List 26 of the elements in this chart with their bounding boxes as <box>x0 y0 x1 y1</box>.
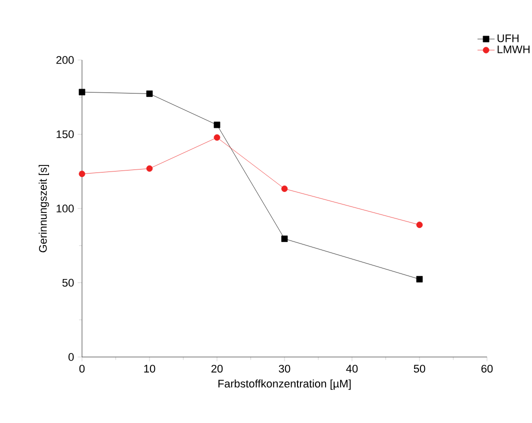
y-tick-label: 0 <box>68 353 74 361</box>
point <box>416 222 423 228</box>
x-tick-label: 50 <box>414 364 426 373</box>
y-tick-label: 100 <box>56 204 74 212</box>
point <box>214 134 220 141</box>
y-tick-label: 50 <box>62 278 74 287</box>
legend-label: LMWH <box>498 46 530 54</box>
point <box>281 186 288 192</box>
point <box>214 122 220 128</box>
x-tick-label: 60 <box>481 364 493 373</box>
x-tick-label: 40 <box>346 364 358 373</box>
point <box>78 170 86 178</box>
point <box>416 276 423 282</box>
x-tick-label: 10 <box>144 364 156 373</box>
y-axis-title: Gerinnungszeit [s] <box>38 164 49 252</box>
point <box>146 165 153 172</box>
y-tick-label: 200 <box>56 56 74 64</box>
point <box>78 88 86 96</box>
point <box>281 236 288 242</box>
legend-label: UFH <box>498 34 518 42</box>
x-tick-label: 30 <box>278 364 290 373</box>
point <box>146 90 153 97</box>
x-tick-label: 0 <box>79 364 85 373</box>
x-axis-title: Farbstoffkonzentration [µM] <box>218 379 351 390</box>
x-tick-label: 20 <box>211 364 223 373</box>
y-tick-label: 150 <box>56 130 74 138</box>
